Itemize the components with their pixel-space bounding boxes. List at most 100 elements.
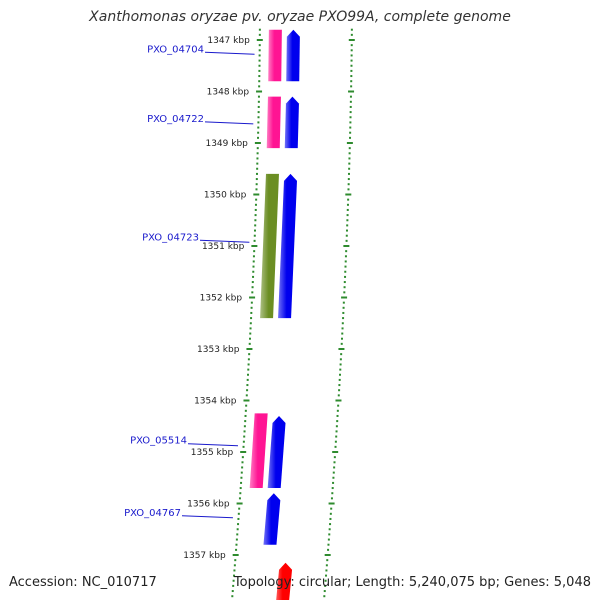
outer-tick <box>341 332 344 335</box>
inner-tick <box>258 85 261 88</box>
outer-tick <box>347 178 350 181</box>
gene-feature <box>266 96 281 149</box>
outer-tick <box>339 373 341 376</box>
inner-tick <box>251 291 254 294</box>
outer-tick <box>325 569 328 572</box>
outer-tick <box>342 301 345 304</box>
cds-feature <box>278 173 297 319</box>
inner-tick <box>245 404 248 407</box>
inner-tick <box>253 239 256 242</box>
inner-tick <box>257 100 260 103</box>
inner-tick <box>246 384 249 387</box>
kbp-label: 1355 kbp <box>191 448 234 458</box>
gene-label-line <box>199 239 250 243</box>
inner-tick <box>249 337 251 340</box>
gene-label-line <box>204 121 254 125</box>
inner-tick <box>232 579 235 582</box>
gene-labels: PXO_04704 PXO_04722 PXO_04723 PXO_05514 PXO_… <box>124 44 255 519</box>
outer-tick <box>343 286 346 289</box>
outer-tick <box>349 105 352 108</box>
outer-tick <box>350 80 353 83</box>
inner-tick <box>249 296 256 299</box>
inner-tick <box>241 461 244 464</box>
inner-tick <box>250 301 253 304</box>
outer-tick <box>327 538 330 541</box>
inner-tick <box>243 425 246 428</box>
outer-tick <box>348 152 351 155</box>
inner-tick <box>256 90 263 93</box>
gene-label: PXO_04704 <box>147 44 204 55</box>
outer-tick <box>325 564 328 567</box>
outer-tick <box>334 440 337 443</box>
inner-tick <box>258 64 261 67</box>
inner-tick <box>247 368 250 371</box>
outer-tick <box>349 126 352 129</box>
inner-tick <box>255 198 258 201</box>
outer-tick <box>347 172 350 175</box>
inner-tick <box>250 311 253 314</box>
outer-tick <box>346 208 349 211</box>
outer-tick <box>337 394 340 397</box>
outer-tick <box>350 59 353 62</box>
outer-tick <box>346 214 349 217</box>
outer-tick <box>344 265 347 268</box>
inner-tick <box>231 590 234 593</box>
outer-tick <box>335 425 338 428</box>
outer-tick <box>349 111 352 114</box>
inner-tick <box>244 420 247 423</box>
outer-tick <box>330 507 333 510</box>
inner-tick <box>246 378 249 381</box>
outer-tick <box>350 85 353 88</box>
kbp-label: 1350 kbp <box>204 191 247 201</box>
inner-tick <box>257 126 260 129</box>
kbp-label: 1356 kbp <box>187 500 230 510</box>
outer-tick <box>341 296 348 299</box>
outer-tick <box>345 234 348 237</box>
inner-tick <box>249 322 252 325</box>
outer-tick <box>345 239 348 242</box>
outer-tick <box>339 358 342 361</box>
outer-tick <box>347 188 350 191</box>
gene-label-line <box>204 51 255 55</box>
outer-tick <box>350 69 353 72</box>
inner-tick <box>253 234 256 237</box>
outer-tick <box>332 451 339 453</box>
inner-tick <box>248 342 251 345</box>
inner-tick <box>257 131 260 134</box>
inner-tick <box>251 245 258 247</box>
cds-feature <box>286 29 300 82</box>
outer-tick <box>332 481 335 484</box>
inner-tick <box>247 358 250 361</box>
inner-tick <box>255 178 258 181</box>
outer-tick <box>344 260 347 263</box>
outer-tick <box>349 95 352 98</box>
outer-tick <box>334 445 337 448</box>
inner-tick <box>233 564 236 567</box>
kbp-label: 1351 kbp <box>202 242 245 252</box>
outer-tick <box>332 476 335 479</box>
accession-text: Accession: NC_010717 <box>9 575 157 590</box>
inner-tick <box>256 167 259 170</box>
outer-tick <box>345 193 352 196</box>
inner-tick <box>244 409 247 412</box>
inner-tick <box>246 389 249 392</box>
inner-tick <box>253 250 256 253</box>
cds-feature <box>284 96 299 149</box>
outer-tick <box>323 590 326 593</box>
inner-tick <box>258 28 261 31</box>
inner-tick-ring <box>231 28 263 598</box>
inner-tick <box>247 363 250 366</box>
inner-tick <box>239 492 242 495</box>
inner-tick <box>235 538 238 541</box>
outer-tick <box>331 492 334 495</box>
inner-tick <box>252 265 255 268</box>
outer-tick <box>349 116 352 119</box>
inner-tick <box>243 430 246 433</box>
outer-tick <box>325 574 328 577</box>
outer-tick <box>333 461 336 464</box>
inner-tick <box>258 49 261 52</box>
outer-tick <box>329 517 332 520</box>
gene-feature <box>260 173 279 319</box>
inner-tick <box>231 595 234 598</box>
